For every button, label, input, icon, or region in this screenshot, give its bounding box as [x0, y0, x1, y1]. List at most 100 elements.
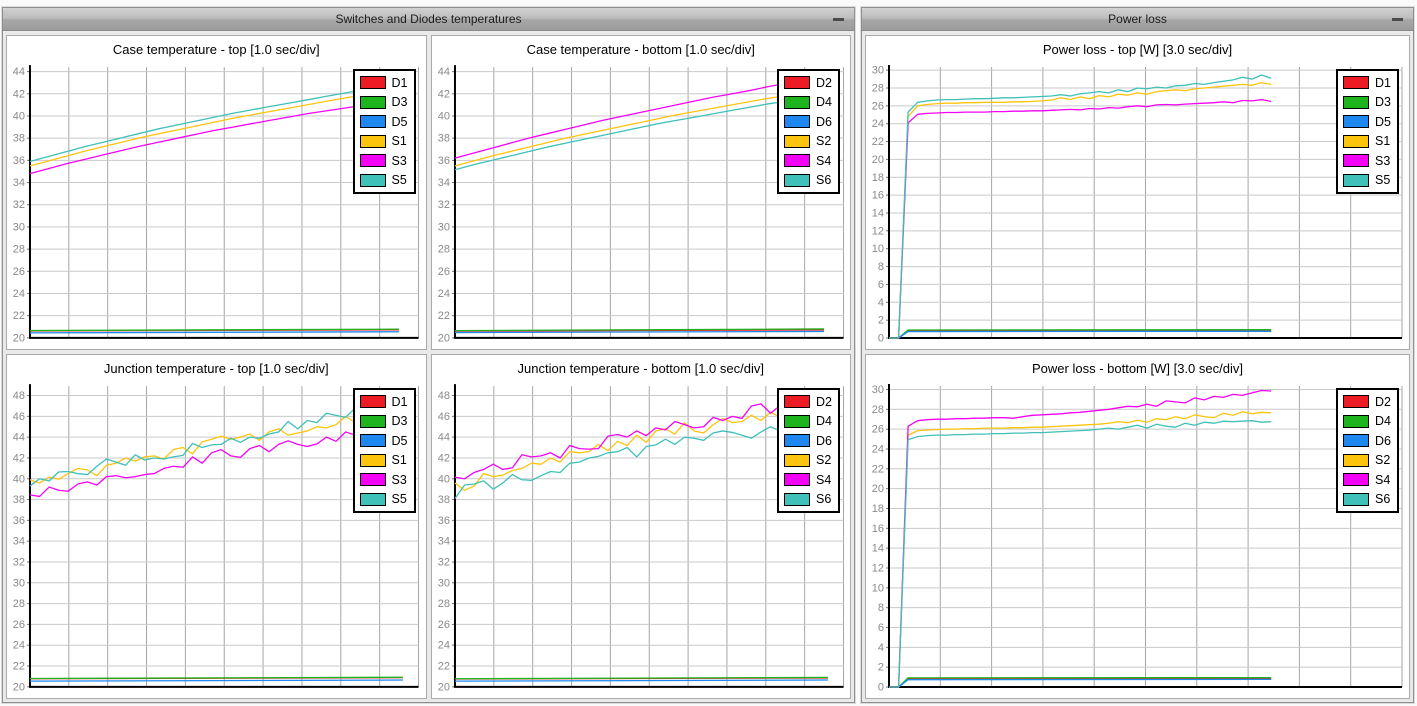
series-D3: [29, 328, 400, 332]
legend-swatch-S4: [1343, 473, 1370, 487]
legend-swatch-S1: [359, 453, 386, 467]
legend-label-D3: D3: [391, 414, 408, 429]
legend: D1 D3 D5 S1 S3 S5: [352, 388, 416, 513]
legend-swatch-S6: [784, 492, 811, 506]
y-tick-label: 0: [878, 333, 884, 345]
legend-swatch-D6: [784, 115, 811, 129]
legend-item-S6: S6: [784, 171, 832, 191]
legend-swatch-D4: [1343, 414, 1370, 428]
chart-power-loss-bottom: Power loss - bottom [W] [3.0 sec/div] 0 2…: [865, 354, 1410, 699]
legend-item-D2: D2: [784, 392, 832, 412]
legend-label-S3: S3: [1375, 153, 1391, 168]
y-tick-label: 14: [872, 543, 884, 555]
y-tick-label: 44: [437, 432, 449, 444]
chart-case-temperature-top: Case temperature - top [1.0 sec/div] 20 2…: [6, 35, 427, 350]
y-tick-label: 20: [13, 332, 25, 344]
legend-label-D2: D2: [1375, 394, 1391, 409]
legend-label-S6: S6: [1375, 492, 1391, 507]
legend-item-D6: D6: [784, 431, 832, 451]
y-tick-label: 12: [872, 562, 884, 574]
y-tick-label: 6: [878, 279, 884, 291]
y-tick-label: 22: [13, 661, 25, 673]
legend-swatch-D4: [784, 414, 811, 428]
y-tick-label: 48: [13, 390, 25, 402]
legend: D1 D3 D5 S1 S3 S5: [1336, 69, 1399, 194]
series-D6: [454, 330, 824, 334]
legend-item-D1: D1: [359, 73, 408, 93]
series-S5: [29, 400, 404, 487]
y-tick-label: 28: [13, 598, 25, 610]
y-tick-label: 28: [437, 244, 449, 256]
legend-label-S3: S3: [391, 153, 407, 168]
y-tick-label: 24: [872, 443, 884, 455]
series-D4: [454, 328, 824, 332]
plot-case-temperature-top[interactable]: 20 22 24 26 28 30 32 34 36 38 40 42 44: [7, 62, 426, 349]
series-S4: [454, 75, 824, 159]
y-tick-label: 2: [878, 662, 884, 674]
y-tick-label: 44: [13, 66, 25, 78]
legend-item-S3: S3: [359, 470, 408, 490]
legend-item-S2: S2: [1343, 451, 1391, 471]
legend-swatch-D6: [784, 434, 811, 448]
y-tick-label: 10: [872, 582, 884, 594]
series-S1: [29, 410, 403, 484]
y-tick-label: 30: [437, 577, 449, 589]
y-tick-label: 34: [13, 536, 25, 548]
series-S2: [454, 89, 824, 167]
y-tick-label: 32: [13, 199, 25, 211]
minimize-button[interactable]: [1388, 8, 1406, 30]
chart-title: Junction temperature - top [1.0 sec/div]: [103, 361, 329, 376]
y-tick-label: 22: [13, 310, 25, 322]
legend-swatch-S3: [1343, 154, 1370, 168]
chart-title: Power loss - bottom [W] [3.0 sec/div]: [1032, 361, 1243, 376]
series-S2: [889, 411, 1272, 688]
y-tick-label: 46: [13, 411, 25, 423]
legend-item-D5: D5: [359, 431, 408, 451]
y-tick-label: 26: [872, 100, 884, 112]
plot-case-temperature-bottom[interactable]: 20 22 24 26 28 30 32 34 36 38 40 42 44: [432, 62, 851, 349]
y-tick-label: 38: [437, 133, 449, 145]
legend-swatch-S6: [784, 173, 811, 187]
title-bar[interactable]: Power loss: [862, 8, 1413, 31]
legend-swatch-S5: [1343, 173, 1370, 187]
legend-item-D5: D5: [1343, 112, 1391, 132]
y-tick-label: 26: [872, 424, 884, 436]
legend-label-S6: S6: [816, 173, 832, 188]
legend-item-S4: S4: [1343, 470, 1391, 490]
series-D3: [29, 676, 403, 680]
y-tick-label: 32: [13, 556, 25, 568]
y-tick-label: 6: [878, 622, 884, 634]
y-tick-label: 36: [437, 155, 449, 167]
legend-label-S1: S1: [391, 134, 407, 149]
legend-label-D4: D4: [1375, 414, 1391, 429]
window-title: Power loss: [1108, 12, 1167, 26]
legend-swatch-D5: [359, 434, 386, 448]
title-bar[interactable]: Switches and Diodes temperatures: [3, 8, 854, 31]
y-tick-label: 42: [437, 452, 449, 464]
window-power-loss: Power loss Power loss - top [W] [3.0 sec…: [861, 7, 1414, 703]
legend-label-S5: S5: [391, 173, 407, 188]
legend-swatch-D6: [1343, 434, 1370, 448]
window-title: Switches and Diodes temperatures: [335, 12, 522, 26]
y-tick-label: 26: [13, 619, 25, 631]
minimize-button[interactable]: [829, 8, 847, 30]
legend-label-D5: D5: [1375, 114, 1391, 129]
y-tick-label: 28: [872, 82, 884, 94]
series-D5: [889, 330, 1272, 339]
series-S2: [454, 410, 828, 491]
legend-label-S4: S4: [816, 472, 832, 487]
legend-swatch-D1: [1343, 76, 1370, 90]
legend-swatch-S4: [784, 154, 811, 168]
chart-title: Power loss - top [W] [3.0 sec/div]: [1042, 42, 1233, 57]
y-tick-label: 8: [878, 261, 884, 273]
y-tick-label: 20: [872, 154, 884, 166]
chart-title: Case temperature - bottom [1.0 sec/div]: [526, 42, 755, 57]
legend-label-S3: S3: [391, 472, 407, 487]
y-tick-label: 16: [872, 190, 884, 202]
plot-junction-temperature-top[interactable]: 20 22 24 26 28 30 32 34 36 38 40 42 44 46 48: [7, 381, 426, 698]
y-tick-label: 26: [437, 619, 449, 631]
